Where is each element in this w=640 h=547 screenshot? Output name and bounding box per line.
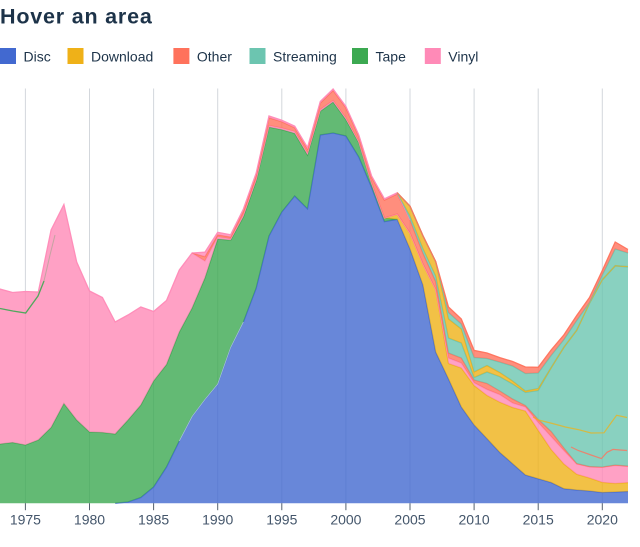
svg-text:2000: 2000 <box>330 512 361 528</box>
svg-text:1980: 1980 <box>74 512 105 528</box>
svg-text:Download: Download <box>91 49 153 65</box>
svg-text:2010: 2010 <box>459 512 490 528</box>
svg-text:Streaming: Streaming <box>273 49 337 65</box>
svg-text:1995: 1995 <box>266 512 297 528</box>
svg-text:Other: Other <box>197 49 232 65</box>
svg-text:Disc: Disc <box>24 49 51 65</box>
svg-text:2005: 2005 <box>394 512 425 528</box>
svg-text:1975: 1975 <box>10 512 41 528</box>
svg-text:Tape: Tape <box>376 49 407 65</box>
svg-text:Vinyl: Vinyl <box>448 49 478 65</box>
svg-text:2020: 2020 <box>587 512 618 528</box>
svg-text:1985: 1985 <box>138 512 169 528</box>
svg-text:Hover an area: Hover an area <box>0 5 153 29</box>
svg-text:1990: 1990 <box>202 512 233 528</box>
svg-text:2015: 2015 <box>523 512 554 528</box>
